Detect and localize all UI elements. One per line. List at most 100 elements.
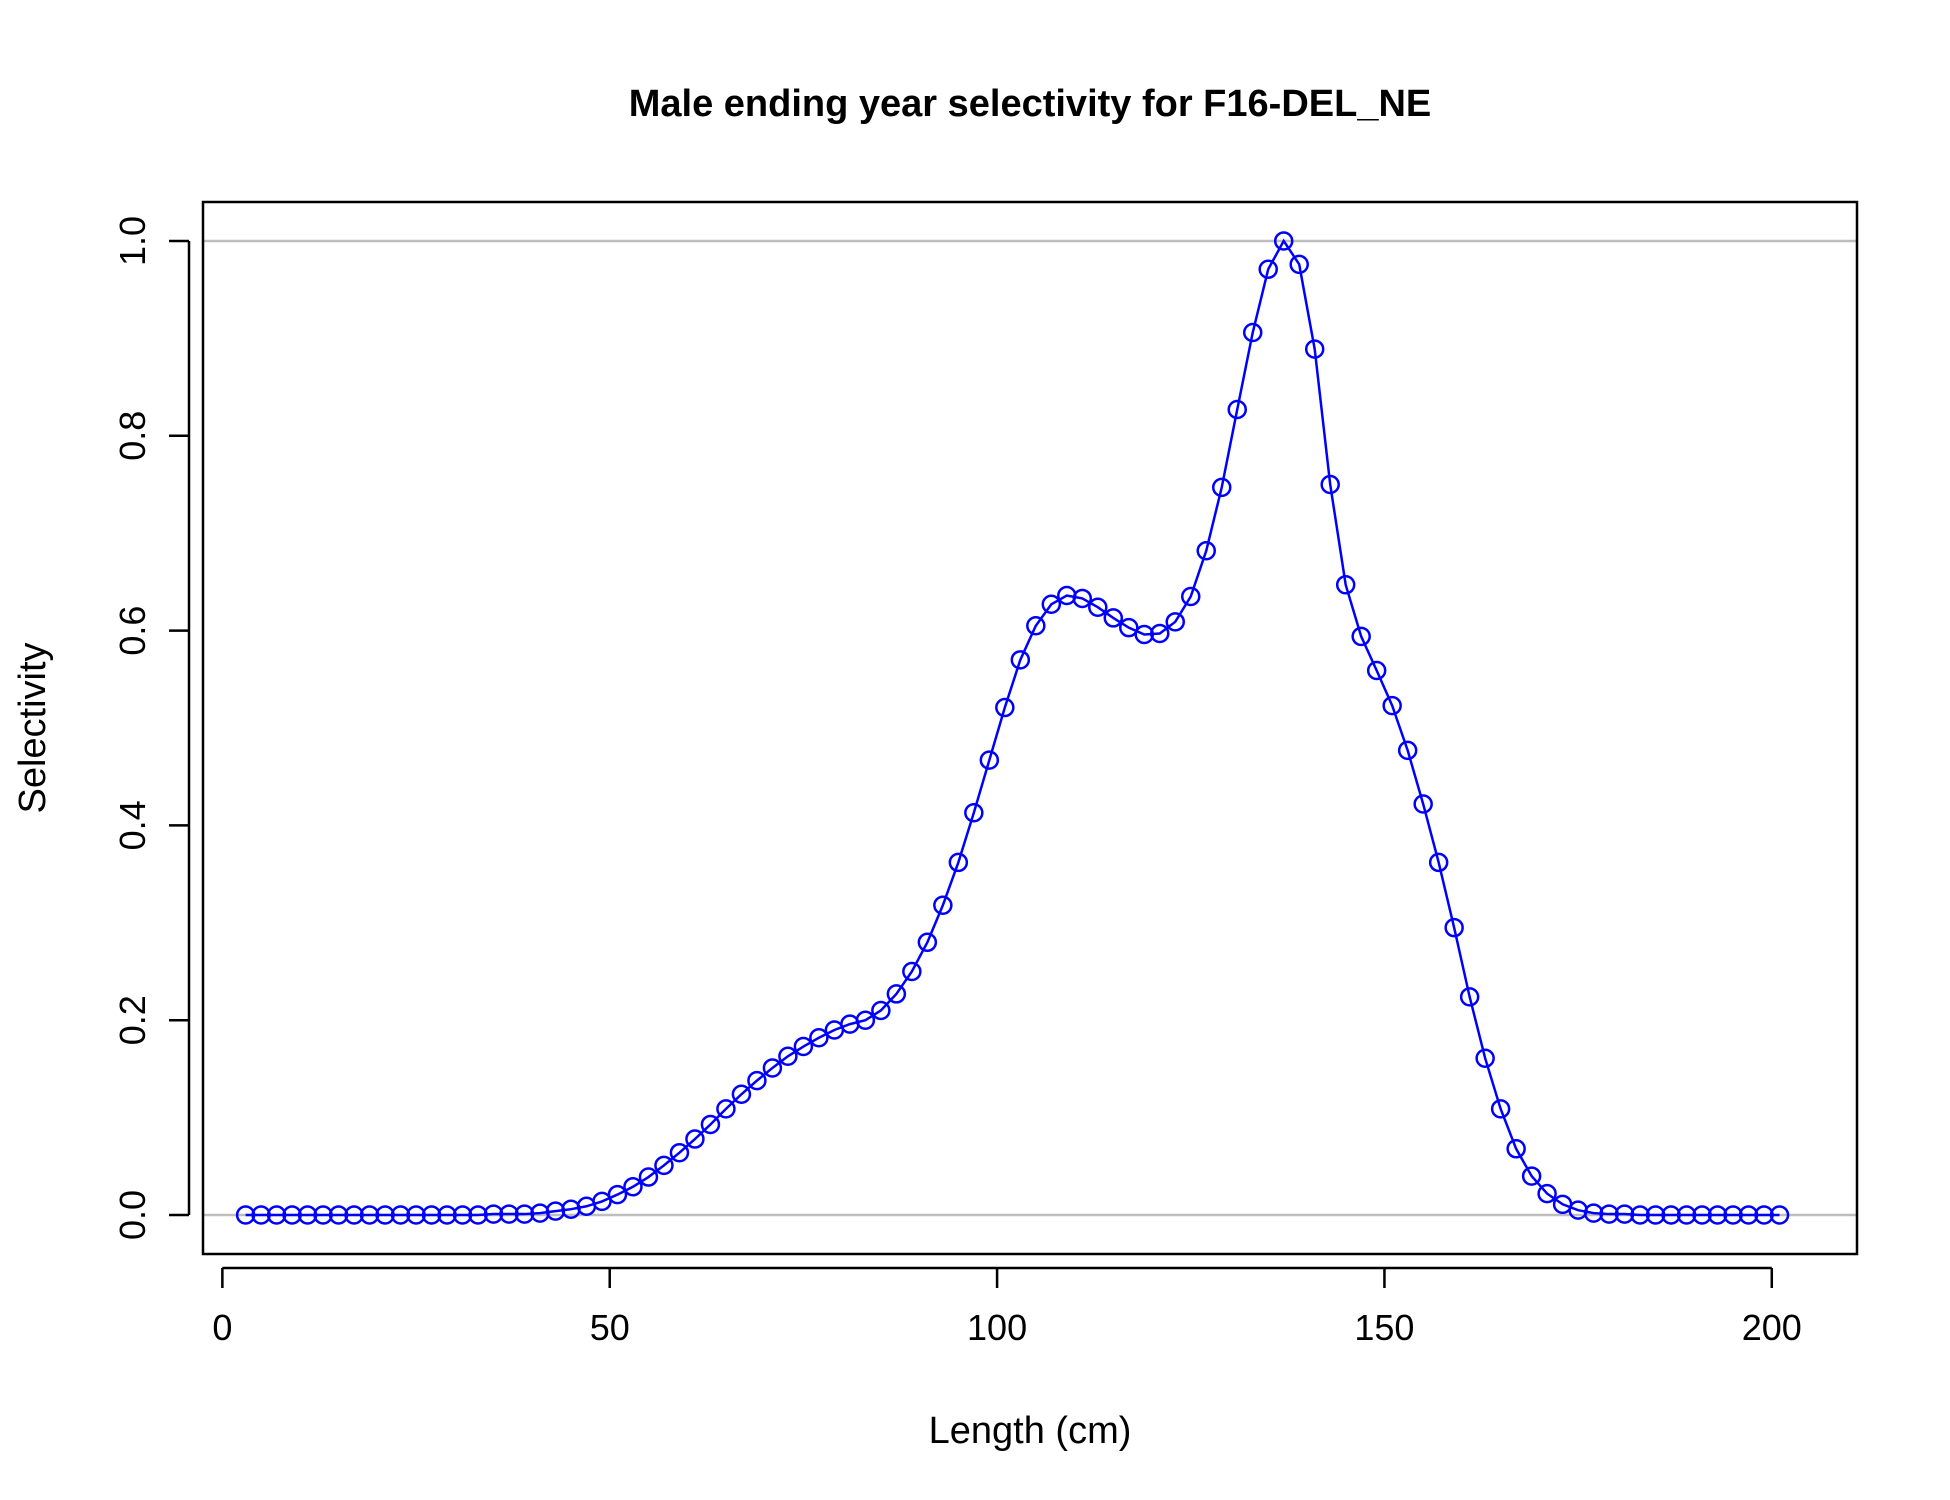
data-point (1692, 1205, 1712, 1225)
data-point (530, 1203, 550, 1223)
data-point (1335, 575, 1356, 595)
data-point (1506, 1139, 1526, 1159)
data-point (1475, 1048, 1495, 1068)
data-point (685, 1129, 705, 1149)
data-point (793, 1036, 814, 1057)
data-point (948, 852, 969, 873)
data-point (1242, 322, 1263, 343)
data-point (1010, 650, 1031, 670)
x-axis: 0 50 100 150 200 (212, 1266, 1802, 1348)
data-point (778, 1046, 798, 1067)
data-point (1196, 540, 1216, 561)
data-point (1754, 1205, 1774, 1225)
data-point (731, 1084, 752, 1105)
data-point (1150, 623, 1170, 644)
data-point (1630, 1205, 1650, 1225)
data-point (917, 932, 938, 953)
data-point (1707, 1205, 1728, 1225)
data-point (1413, 794, 1433, 814)
data-point (359, 1205, 380, 1225)
data-point (1289, 254, 1309, 275)
x-tick-label: 100 (967, 1307, 1027, 1348)
data-point (1366, 660, 1387, 681)
data-point (251, 1205, 271, 1225)
data-point (623, 1177, 643, 1197)
y-tick-label: 0.6 (112, 606, 153, 656)
data-point (1119, 617, 1139, 638)
y-tick-label: 1.0 (112, 216, 153, 266)
data-point (375, 1205, 395, 1225)
x-tick-label: 150 (1354, 1307, 1414, 1348)
data-point (1088, 597, 1108, 617)
data-point (1769, 1205, 1790, 1225)
data-point (1397, 740, 1418, 761)
reference-lines (203, 239, 1857, 1217)
data-point (344, 1205, 364, 1225)
data-point (390, 1205, 411, 1225)
plot-frame (201, 200, 1859, 1256)
y-tick-label: 0.8 (112, 411, 153, 461)
data-point (716, 1099, 736, 1119)
data-point (1614, 1204, 1635, 1224)
x-tick-label: 50 (590, 1307, 630, 1348)
data-point (421, 1205, 442, 1225)
data-point (483, 1204, 504, 1224)
y-tick-label: 0.4 (112, 800, 153, 850)
data-point (1258, 259, 1278, 279)
data-point (452, 1205, 473, 1225)
data-point (1490, 1099, 1511, 1119)
data-point (1320, 474, 1340, 495)
data-point (886, 984, 907, 1004)
data-point (1227, 399, 1247, 420)
data-point (1181, 586, 1201, 607)
data-point (1041, 594, 1062, 615)
x-tick-label: 200 (1742, 1307, 1802, 1348)
data-point (514, 1204, 535, 1224)
data-point (871, 1000, 891, 1021)
y-axis-label: Selectivity (12, 642, 54, 813)
y-axis: 0.0 0.2 0.4 0.6 0.8 1.0 (112, 216, 191, 1240)
data-point (1645, 1205, 1666, 1225)
data-point (979, 750, 1000, 770)
data-point (1072, 588, 1093, 609)
data-point (1676, 1205, 1697, 1225)
data-point (1103, 608, 1124, 628)
data-point (1583, 1203, 1604, 1223)
data-point (1459, 987, 1480, 1007)
data-point (437, 1205, 457, 1225)
series-line (245, 238, 1780, 1217)
data-point (1134, 624, 1155, 645)
data-point (1723, 1205, 1743, 1225)
data-point (607, 1184, 628, 1205)
data-point (1599, 1204, 1619, 1224)
data-point (1273, 231, 1294, 251)
data-point (995, 697, 1015, 718)
data-point (700, 1114, 721, 1135)
data-point (282, 1205, 302, 1225)
data-point (654, 1155, 674, 1176)
data-point (235, 1205, 256, 1225)
data-point (747, 1070, 767, 1091)
data-point (1738, 1205, 1759, 1225)
data-point (1661, 1205, 1681, 1225)
data-point (762, 1058, 783, 1078)
data-point (902, 961, 922, 982)
data-point (669, 1142, 690, 1163)
data-point (638, 1167, 659, 1187)
x-axis-label: Length (cm) (929, 1410, 1132, 1452)
series-group (235, 231, 1790, 1225)
data-point (1521, 1166, 1542, 1186)
data-point (313, 1205, 333, 1225)
data-point (855, 1010, 876, 1030)
data-point (297, 1205, 318, 1225)
y-tick-label: 0.0 (112, 1190, 153, 1240)
data-point (1382, 695, 1402, 716)
data-point (964, 802, 984, 823)
data-point (406, 1205, 426, 1225)
data-point (1026, 615, 1046, 636)
data-point (499, 1204, 519, 1224)
data-point (1304, 339, 1325, 359)
data-point (545, 1201, 566, 1221)
data-point (592, 1191, 612, 1212)
